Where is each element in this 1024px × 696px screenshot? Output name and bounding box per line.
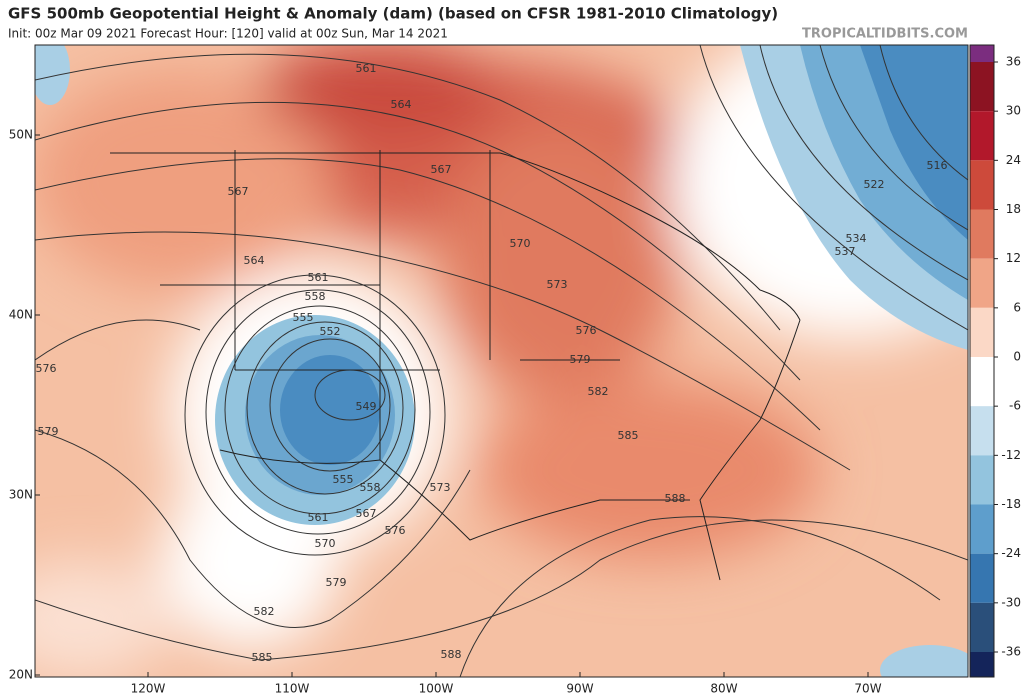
- colorbar-band: [970, 504, 994, 554]
- height-contours: [35, 45, 968, 677]
- contour-label: 522: [864, 178, 885, 191]
- contour-label: 576: [385, 524, 406, 537]
- lat-label: 20N: [9, 668, 33, 682]
- contour-label: 561: [308, 511, 329, 524]
- anomaly-patch: [35, 45, 70, 105]
- colorbar-label: 30: [1006, 104, 1021, 118]
- colorbar-band: [970, 258, 994, 308]
- colorbar-band: [970, 455, 994, 505]
- contour-label: 561: [308, 271, 329, 284]
- colorbar-band: [970, 45, 994, 62]
- title: GFS 500mb Geopotential Height & Anomaly …: [8, 5, 778, 23]
- colorbar-band: [970, 160, 994, 210]
- contour-label: 564: [244, 254, 265, 267]
- colorbar-band: [970, 553, 994, 603]
- trough-anomaly: [860, 45, 968, 240]
- contour-label: 582: [254, 605, 275, 618]
- contour-label: 561: [356, 62, 377, 75]
- colorbar-band: [970, 652, 994, 677]
- contour-label: 570: [510, 237, 531, 250]
- contour-label: 576: [576, 324, 597, 337]
- contour-label: 534: [846, 232, 867, 245]
- brand: TROPICALTIDBITS.COM: [802, 27, 968, 42]
- lat-label: 40N: [9, 308, 33, 322]
- map-frame: [34, 44, 969, 678]
- contour-label: 585: [618, 429, 639, 442]
- lon-label: 80W: [710, 682, 737, 696]
- contour-label: 579: [570, 353, 591, 366]
- lon-label: 120W: [131, 682, 166, 696]
- colorbar-label: -24: [1001, 546, 1021, 560]
- colorbar-band: [970, 406, 994, 456]
- contour-label: 579: [38, 425, 59, 438]
- lon-label: 100W: [419, 682, 454, 696]
- contour-label: 588: [441, 648, 462, 661]
- colorbar-label: 0: [1013, 350, 1021, 364]
- colorbar-label: 12: [1006, 251, 1021, 265]
- contour-label: 516: [927, 159, 948, 172]
- lon-label: 90W: [566, 682, 593, 696]
- colorbar-frame: [969, 44, 995, 678]
- contour-label: 588: [665, 492, 686, 505]
- contour-label: 552: [320, 325, 341, 338]
- contour-label: 567: [431, 163, 452, 176]
- colorbar-band: [970, 111, 994, 161]
- contour-label: 558: [360, 481, 381, 494]
- contour-label: 582: [588, 385, 609, 398]
- lon-label: 110W: [275, 682, 310, 696]
- contour-label: 549: [356, 400, 377, 413]
- contour-label: 567: [356, 507, 377, 520]
- contour-label: 585: [252, 651, 273, 664]
- colorbar-label: -6: [1009, 399, 1021, 413]
- colorbar-label: 24: [1006, 153, 1021, 167]
- contour-label: 576: [36, 362, 57, 375]
- colorbar-label: -30: [1001, 595, 1021, 609]
- lat-label: 50N: [9, 128, 33, 142]
- subtitle: Init: 00z Mar 09 2021 Forecast Hour: [12…: [8, 27, 448, 41]
- colorbar-band: [970, 62, 994, 112]
- colorbar-band: [970, 307, 994, 357]
- anomaly-patch: [880, 645, 968, 677]
- contour-label: 570: [315, 537, 336, 550]
- contour-label: 573: [547, 278, 568, 291]
- colorbar-band: [970, 602, 994, 652]
- lat-label: 30N: [9, 488, 33, 502]
- colorbar-band: [970, 357, 994, 407]
- colorbar-label: 36: [1006, 55, 1021, 69]
- map: 561 564 567 567 570 573 576 579 582 585 588 564 561 5…: [35, 45, 968, 677]
- contour-label: 537: [835, 245, 856, 258]
- lon-label: 70W: [854, 682, 881, 696]
- colorbar-label: -18: [1001, 497, 1021, 511]
- colorbar-label: -12: [1001, 448, 1021, 462]
- contour-label: 579: [326, 576, 347, 589]
- contour-label: 567: [228, 185, 249, 198]
- contour-label: 555: [293, 311, 314, 324]
- contour-label: 558: [305, 290, 326, 303]
- colorbar-label: 6: [1013, 300, 1021, 314]
- low-anomaly: [280, 355, 380, 465]
- contour-label: 564: [391, 98, 412, 111]
- contour-label: 573: [430, 481, 451, 494]
- colorbar-label: 18: [1006, 202, 1021, 216]
- borders: [110, 150, 801, 581]
- colorbar-band: [970, 209, 994, 259]
- contour-label: 555: [333, 473, 354, 486]
- colorbar-label: -36: [1001, 645, 1021, 659]
